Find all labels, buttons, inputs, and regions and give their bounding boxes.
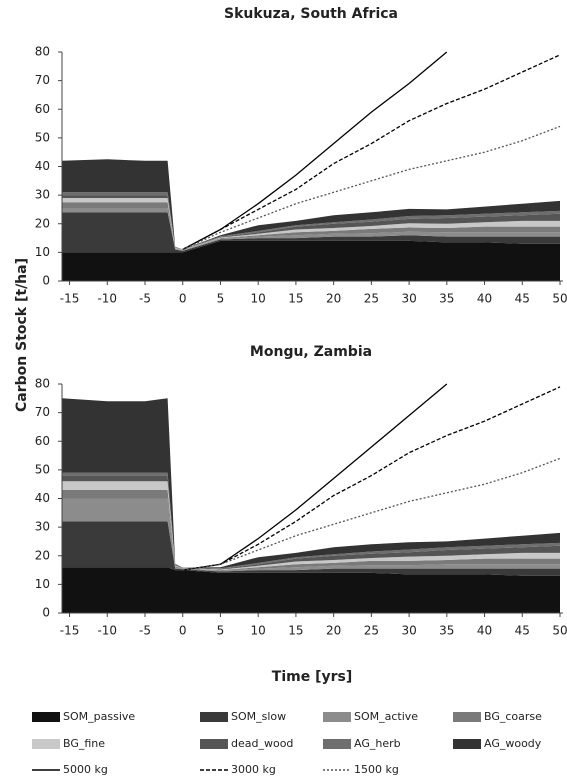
x-tick-label: -5	[139, 292, 151, 306]
x-tick-label: -15	[60, 292, 80, 306]
legend-swatch	[323, 712, 351, 722]
legend-label: AG_woody	[484, 737, 542, 750]
x-tick-label: 45	[515, 292, 530, 306]
y-tick-label: 70	[35, 405, 50, 419]
area-layer	[62, 208, 560, 251]
x-tick-label: -15	[60, 624, 80, 638]
legend-swatch	[200, 739, 228, 749]
legend-label: AG_herb	[354, 737, 401, 750]
x-tick-label: 30	[401, 624, 416, 638]
x-tick-label: -10	[97, 292, 117, 306]
legend-swatch	[453, 739, 481, 749]
x-tick-label: 20	[326, 292, 341, 306]
y-tick-label: 80	[35, 377, 50, 391]
y-tick-label: 40	[35, 491, 50, 505]
legend-swatch	[323, 739, 351, 749]
x-tick-label: 40	[477, 624, 492, 638]
chart-title: Skukuza, South Africa	[224, 6, 398, 22]
x-tick-label: 25	[364, 292, 379, 306]
x-tick-label: 0	[179, 292, 187, 306]
y-tick-label: 30	[35, 188, 50, 202]
area-layer	[62, 567, 560, 613]
y-tick-label: 0	[42, 274, 50, 288]
legend-label: SOM_active	[354, 710, 418, 723]
line	[182, 386, 561, 571]
legend-label: dead_wood	[231, 737, 293, 750]
x-tick-label: 15	[288, 292, 303, 306]
y-tick-label: 20	[35, 216, 50, 230]
y-tick-label: 80	[35, 45, 50, 59]
y-tick-label: 30	[35, 520, 50, 534]
x-tick-label: 10	[251, 292, 266, 306]
x-tick-label: 5	[217, 292, 225, 306]
area-layer	[62, 498, 560, 572]
area-layer	[62, 202, 560, 251]
x-tick-label: 20	[326, 624, 341, 638]
legend-swatch	[32, 712, 60, 722]
area-layer	[62, 398, 560, 569]
y-tick-label: 10	[35, 245, 50, 259]
x-axis-label: Time [yrs]	[272, 669, 352, 685]
legend-label: SOM_slow	[231, 710, 286, 723]
chart-title: Mongu, Zambia	[250, 344, 372, 360]
y-axis-label: Carbon Stock [t/ha]	[14, 258, 30, 412]
legend-label: SOM_passive	[63, 710, 135, 723]
x-tick-label: 15	[288, 624, 303, 638]
x-tick-label: -10	[97, 624, 117, 638]
y-tick-label: 50	[35, 462, 50, 476]
y-tick-label: 40	[35, 159, 50, 173]
y-tick-label: 60	[35, 102, 50, 116]
y-tick-label: 70	[35, 73, 50, 87]
x-tick-label: -5	[139, 624, 151, 638]
x-tick-label: 0	[179, 624, 187, 638]
x-tick-label: 45	[515, 624, 530, 638]
x-tick-label: 50	[552, 292, 567, 306]
x-tick-label: 35	[439, 624, 454, 638]
area-layer	[62, 521, 560, 576]
legend-label: BG_coarse	[484, 710, 542, 723]
x-tick-label: 30	[401, 292, 416, 306]
area-layer	[62, 212, 560, 253]
legend-label: 3000 kg	[231, 763, 276, 776]
area-layer	[62, 198, 560, 251]
x-tick-label: 35	[439, 292, 454, 306]
y-tick-label: 0	[42, 606, 50, 620]
legend-swatch	[200, 712, 228, 722]
y-tick-label: 60	[35, 434, 50, 448]
legend-swatch	[453, 712, 481, 722]
x-tick-label: 25	[364, 624, 379, 638]
area-layer	[62, 159, 560, 250]
x-tick-label: 50	[552, 624, 567, 638]
x-tick-label: 40	[477, 292, 492, 306]
y-tick-label: 20	[35, 548, 50, 562]
line	[182, 383, 448, 571]
area-layer	[62, 240, 560, 281]
line	[182, 125, 561, 251]
legend-label: 1500 kg	[354, 763, 399, 776]
line	[182, 51, 448, 251]
legend-swatch	[32, 739, 60, 749]
legend-label: BG_fine	[63, 737, 105, 750]
line	[182, 457, 561, 571]
y-tick-label: 10	[35, 577, 50, 591]
area-layer	[62, 195, 560, 250]
legend-label: 5000 kg	[63, 763, 108, 776]
x-tick-label: 10	[251, 624, 266, 638]
area-layer	[62, 489, 560, 571]
y-tick-label: 50	[35, 130, 50, 144]
x-tick-label: 5	[217, 624, 225, 638]
line	[182, 54, 561, 251]
